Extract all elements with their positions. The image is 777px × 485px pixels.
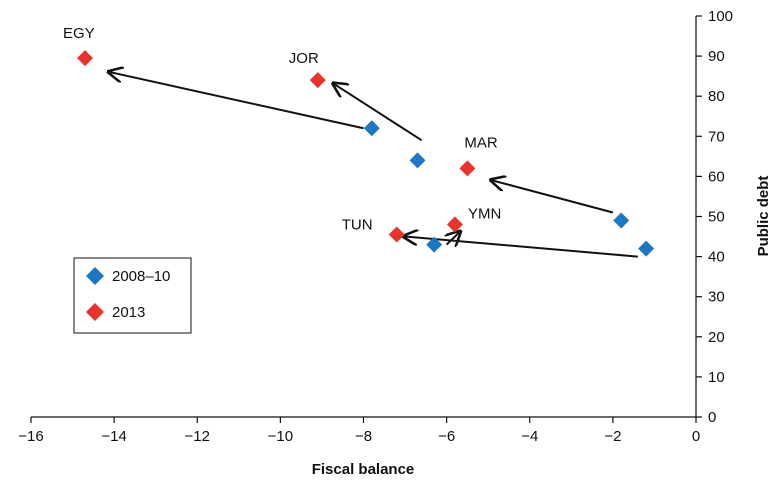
arrows	[110, 72, 638, 258]
country-label: JOR	[289, 50, 319, 67]
country-label: EGY	[63, 25, 95, 42]
x-tick-label: −16	[18, 428, 43, 445]
data-point-2013	[309, 72, 326, 89]
x-tick-label: 0	[692, 428, 700, 445]
trend-arrow	[447, 233, 459, 245]
y-tick-label: 40	[708, 249, 725, 266]
x-tick-label: −10	[268, 428, 293, 445]
legend-label-2013: 2013	[112, 304, 145, 321]
y-tick-label: 50	[708, 209, 725, 226]
y-tick-label: 90	[708, 48, 725, 65]
point-labels: EGY JOR MAR TUN YMN	[63, 25, 501, 233]
data-point-2008-10	[409, 152, 426, 169]
legend: 2008–10 2013	[73, 257, 192, 334]
y-tick-label: 70	[708, 128, 725, 145]
legend-label-2008-10: 2008–10	[112, 268, 170, 285]
x-tick-label: −6	[438, 428, 455, 445]
x-tick-label: −12	[185, 428, 210, 445]
data-points	[77, 50, 655, 257]
x-ticks: −16 −14 −12 −10 −8 −6 −4 −2 0	[18, 417, 700, 445]
trend-arrow	[110, 72, 364, 130]
data-point-2013	[446, 216, 463, 233]
y-tick-label: 80	[708, 88, 725, 105]
data-point-2013	[77, 50, 94, 67]
y-tick-label: 20	[708, 329, 725, 346]
country-label: TUN	[342, 217, 373, 234]
trend-arrow	[405, 237, 638, 258]
data-point-2008-10	[363, 120, 380, 137]
data-point-2008-10	[638, 240, 655, 257]
country-label: MAR	[464, 134, 498, 151]
y-ticks: 0 10 20 30 40 50 60 70 80 90 100	[696, 8, 733, 426]
y-tick-label: 60	[708, 168, 725, 185]
axes: −16 −14 −12 −10 −8 −6 −4 −2 0 0 10 20 30 40 50 60 70 80 9…	[18, 8, 733, 445]
data-point-2008-10	[613, 212, 630, 229]
y-axis-title: Public debt	[755, 176, 772, 257]
x-tick-label: −8	[355, 428, 372, 445]
y-tick-label: 30	[708, 289, 725, 306]
x-axis-title: Fiscal balance	[312, 461, 415, 478]
legend-marker-2013	[86, 303, 104, 321]
country-label: YMN	[468, 206, 501, 223]
trend-arrow	[492, 180, 614, 214]
data-point-2013	[459, 160, 476, 177]
legend-marker-2008-10	[86, 267, 104, 285]
data-point-2013	[388, 226, 405, 243]
x-tick-label: −14	[101, 428, 126, 445]
y-tick-label: 0	[708, 409, 716, 426]
x-tick-label: −2	[604, 428, 621, 445]
y-tick-label: 100	[708, 8, 733, 25]
x-tick-label: −4	[521, 428, 538, 445]
data-point-2008-10	[426, 236, 443, 253]
y-tick-label: 10	[708, 369, 725, 386]
trend-arrow	[334, 84, 423, 142]
